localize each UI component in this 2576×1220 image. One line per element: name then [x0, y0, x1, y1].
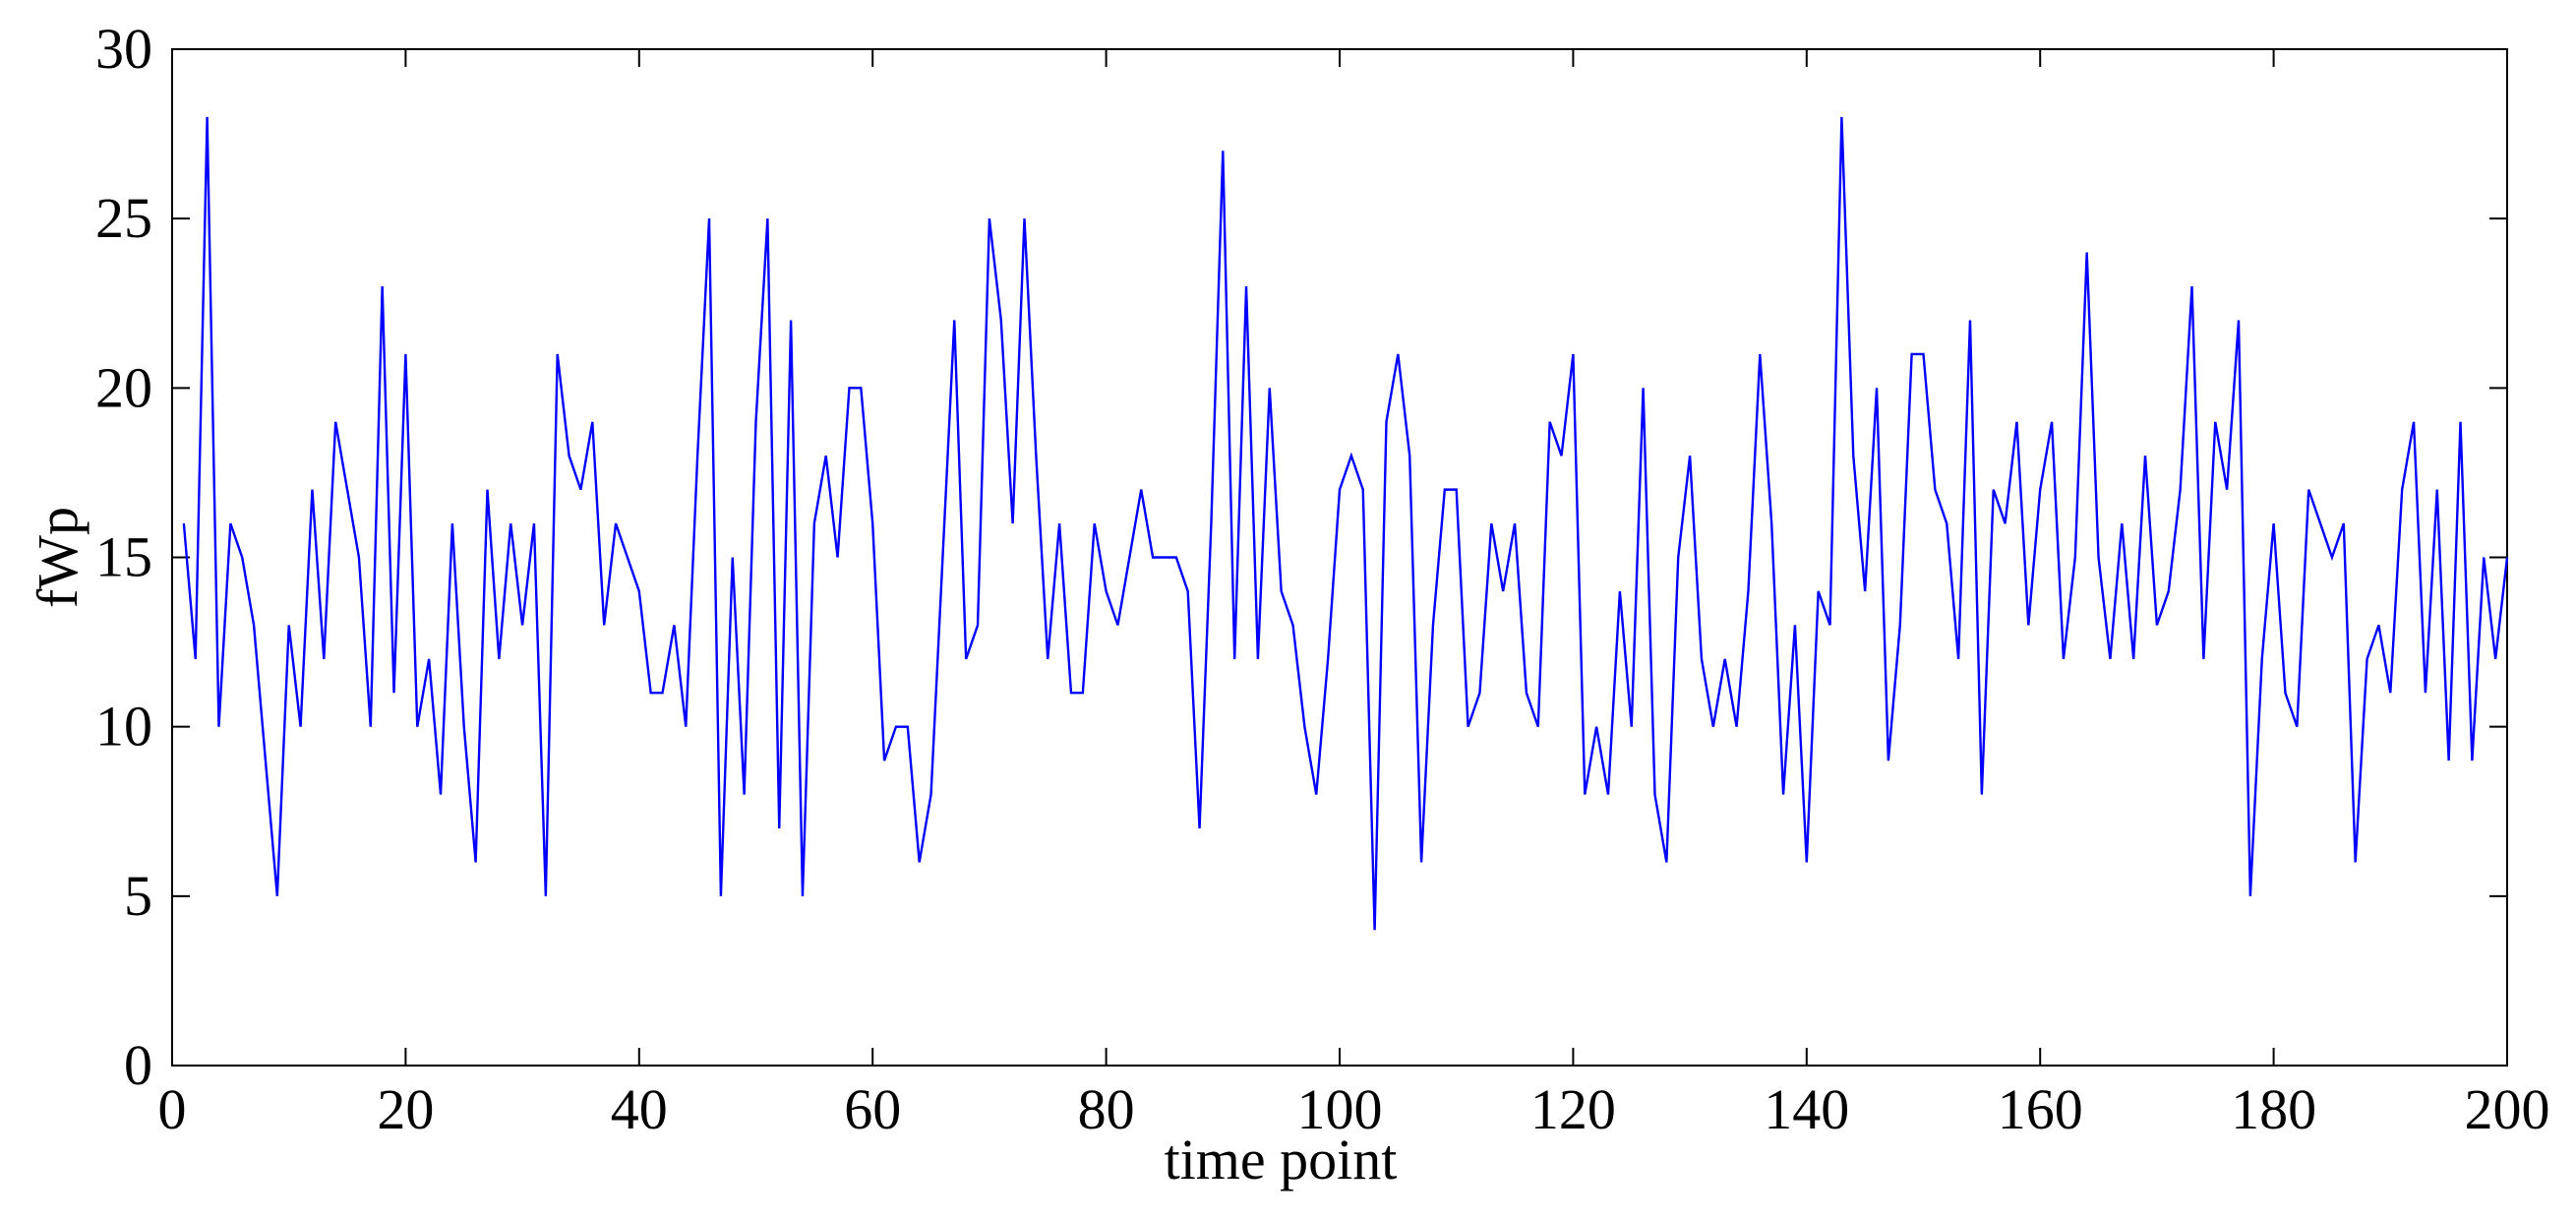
x-tick-label: 200	[2465, 1077, 2550, 1141]
x-tick-label: 100	[1297, 1077, 1383, 1141]
series-group	[182, 116, 2509, 931]
x-tick-label: 40	[611, 1077, 668, 1141]
y-axis-label: fWp	[26, 507, 90, 608]
y-tick-label: 25	[95, 186, 152, 250]
y-tick-label: 10	[95, 695, 152, 759]
y-tick-label: 30	[95, 17, 152, 81]
series-line	[182, 116, 2509, 931]
y-tick-label: 20	[95, 355, 152, 419]
x-axis-label: time point	[1165, 1128, 1398, 1191]
plot-area-frame	[171, 48, 2508, 1067]
x-tick-label: 20	[377, 1077, 434, 1141]
x-tick-label: 60	[844, 1077, 901, 1141]
x-tick-label: 180	[2231, 1077, 2316, 1141]
x-axis-ticks: 0 20 40 60 80 100 120 140 160 180 200	[158, 49, 2550, 1141]
plot-border	[171, 48, 2508, 1067]
x-tick-label: 0	[158, 1077, 187, 1141]
x-tick-label: 120	[1530, 1077, 1616, 1141]
y-tick-label: 15	[95, 525, 152, 589]
y-axis-ticks: 0 5 10 15 20 25 30	[95, 17, 2507, 1097]
x-tick-label: 80	[1078, 1077, 1135, 1141]
x-tick-label: 140	[1764, 1077, 1849, 1141]
y-tick-label: 0	[124, 1033, 152, 1097]
y-tick-label: 5	[124, 864, 152, 928]
x-tick-label: 160	[1998, 1077, 2083, 1141]
